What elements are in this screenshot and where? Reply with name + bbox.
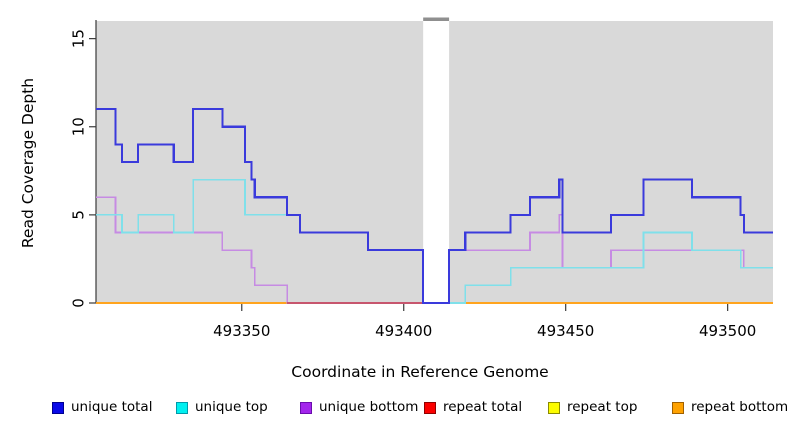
legend-item-repeat-top: repeat top <box>548 399 672 415</box>
x-axis-title: Coordinate in Reference Genome <box>291 363 549 381</box>
legend-label: unique total <box>71 399 153 415</box>
legend-item-repeat-bottom: repeat bottom <box>672 399 792 415</box>
legend-item-repeat-total: repeat total <box>424 399 548 415</box>
legend-label: repeat bottom <box>691 399 789 415</box>
y-tick-label: 15 <box>69 29 87 48</box>
legend-label: unique top <box>195 399 268 415</box>
legend-item-unique-top: unique top <box>176 399 300 415</box>
x-tick-label: 493350 <box>213 322 270 340</box>
gap-band <box>423 21 450 303</box>
series-unique-total <box>96 108 773 305</box>
legend-swatch-icon <box>672 401 684 414</box>
legend-swatch-icon <box>300 401 312 414</box>
chart-legend: unique total unique top unique bottom repea… <box>52 399 792 415</box>
x-tick-label: 493400 <box>375 322 432 340</box>
y-tick-label: 5 <box>69 210 87 220</box>
legend-item-unique-total: unique total <box>52 399 176 415</box>
gap-cap-bar <box>423 17 450 21</box>
legend-label: repeat total <box>443 399 523 415</box>
legend-swatch-icon <box>52 401 64 414</box>
y-tick-label: 10 <box>69 117 87 136</box>
legend-swatch-icon <box>424 401 436 414</box>
legend-swatch-icon <box>176 401 188 414</box>
y-axis-title: Read Coverage Depth <box>19 77 37 249</box>
legend-item-unique-bottom: unique bottom <box>300 399 424 415</box>
y-tick-label: 0 <box>69 298 87 308</box>
legend-label: repeat top <box>567 399 638 415</box>
legend-label: unique bottom <box>319 399 419 415</box>
legend-swatch-icon <box>548 401 560 414</box>
x-tick-label: 493450 <box>537 322 594 340</box>
x-tick-label: 493500 <box>699 322 756 340</box>
